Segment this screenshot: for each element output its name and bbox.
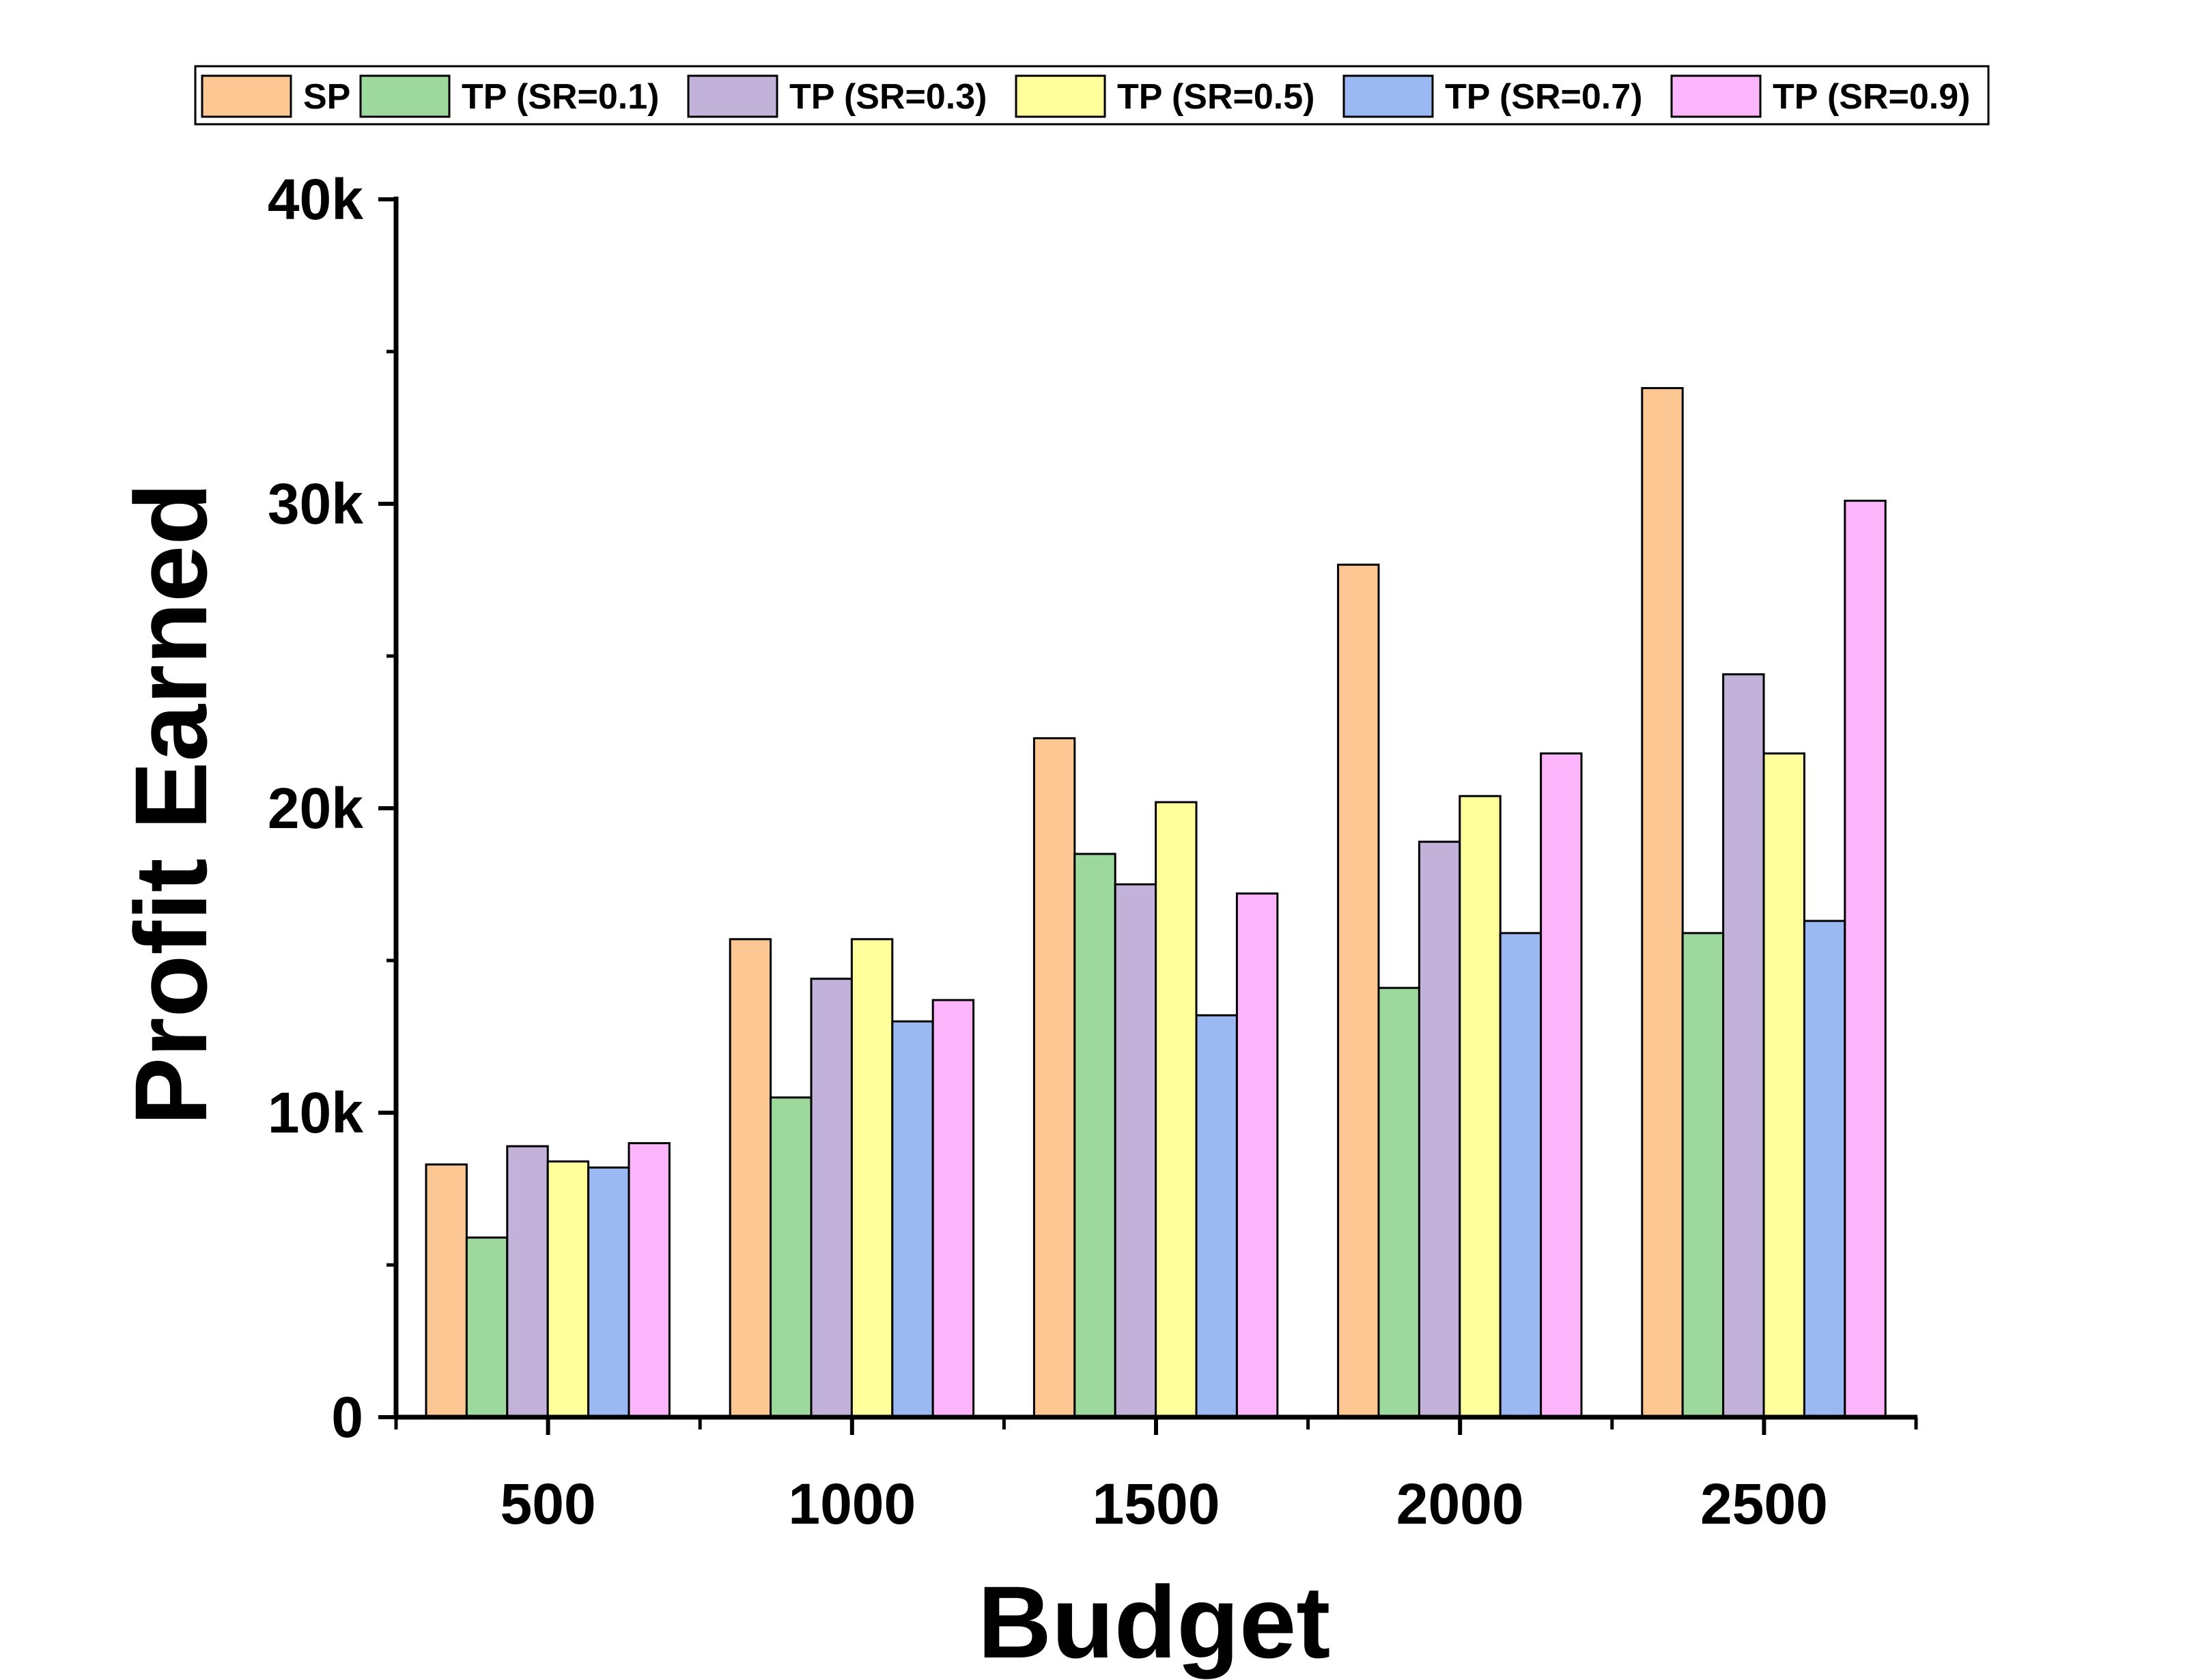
tick-labels-group: 0 10k 20k 30k 40k 500 1000 1500 2000 2500 [268,167,1828,1536]
x-tick-label: 1500 [1093,1472,1220,1536]
bar-tp-sr-0-5-1500 [1155,801,1198,1419]
bar-tp-sr-0-1-2000 [1377,986,1420,1419]
legend-label: TP (SR=0.7) [1445,77,1642,117]
bar-sp-2000 [1337,563,1380,1419]
bars-group [425,387,1887,1419]
y-tick-label: 40k [268,167,363,231]
bar-tp-sr-0-1-2500 [1681,932,1725,1419]
y-axis-title: Profit Earned [113,483,228,1126]
legend-label: TP (SR=0.3) [789,77,987,117]
legend-swatch [687,74,778,118]
x-tick-label: 2500 [1700,1472,1828,1536]
bar-tp-sr-0-7-2500 [1803,920,1846,1419]
legend-swatch [1342,74,1434,118]
x-tick-label: 500 [501,1472,596,1536]
y-tick-label: 30k [268,472,363,536]
legend-swatch [1015,74,1106,118]
bar-tp-sr-0-5-2000 [1459,795,1502,1419]
legend-label: SP [303,77,350,117]
bar-tp-sr-0-1-500 [465,1236,509,1419]
bar-tp-sr-0-7-1000 [891,1020,934,1419]
axes-group [378,197,1918,1435]
bar-tp-sr-0-9-1500 [1235,892,1279,1419]
y-tick-label: 10k [268,1081,363,1145]
bar-tp-sr-0-5-2500 [1762,752,1805,1419]
bar-tp-sr-0-9-1000 [931,999,975,1419]
bar-tp-sr-0-7-1500 [1195,1014,1238,1419]
chart-legend: SP TP (SR=0.1) TP (SR=0.3) TP (SR=0.5) TP (S… [194,65,1990,126]
x-axis-title: Budget [978,1565,1331,1679]
bar-tp-sr-0-5-1000 [850,938,894,1419]
bar-tp-sr-0-3-1000 [810,978,853,1419]
legend-label: TP (SR=0.5) [1117,77,1314,117]
bar-tp-sr-0-1-1000 [770,1096,813,1419]
legend-label: TP (SR=0.9) [1773,77,1970,117]
bar-tp-sr-0-9-500 [628,1142,671,1419]
bar-sp-500 [425,1163,468,1419]
bar-tp-sr-0-9-2000 [1540,752,1583,1419]
bar-tp-sr-0-7-2000 [1499,932,1543,1419]
bar-tp-sr-0-7-500 [587,1166,630,1419]
bar-tp-sr-0-3-2500 [1722,673,1765,1419]
bar-sp-1500 [1032,737,1076,1419]
bar-tp-sr-0-3-2000 [1418,840,1461,1419]
legend-swatch [1670,74,1762,118]
bar-tp-sr-0-5-500 [546,1160,590,1419]
bar-sp-2500 [1641,387,1684,1419]
x-tick-label: 1000 [788,1472,916,1536]
bar-tp-sr-0-9-2500 [1844,500,1887,1419]
bar-tp-sr-0-3-1500 [1114,883,1157,1419]
legend-swatch [201,74,292,118]
bar-tp-sr-0-3-500 [506,1145,549,1419]
legend-swatch [359,74,451,118]
legend-label: TP (SR=0.1) [462,77,659,117]
bar-sp-1000 [729,938,772,1419]
x-tick-label: 2000 [1396,1472,1524,1536]
bar-tp-sr-0-1-1500 [1073,853,1116,1419]
y-tick-label: 20k [268,776,363,840]
y-tick-label: 0 [331,1385,363,1449]
